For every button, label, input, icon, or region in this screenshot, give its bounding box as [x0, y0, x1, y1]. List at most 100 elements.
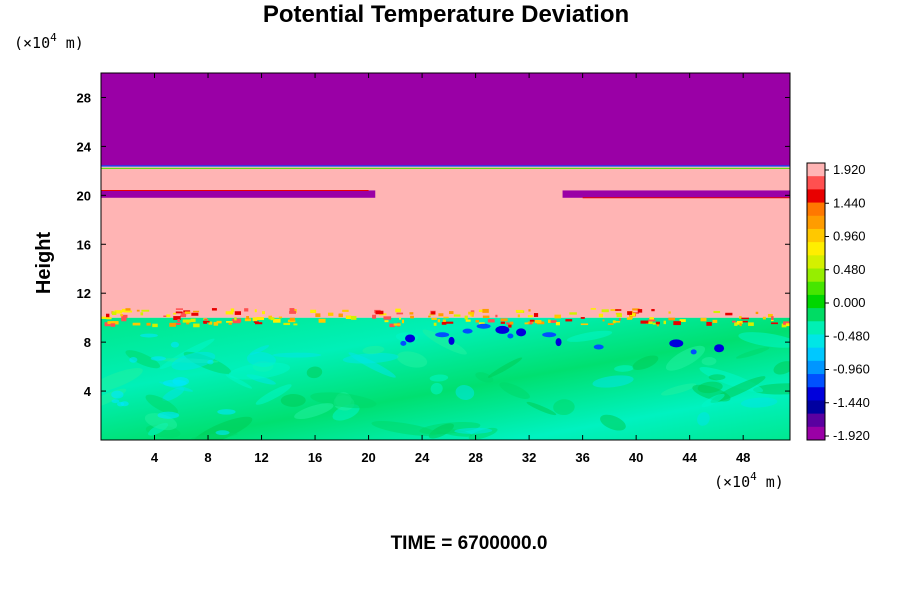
interface-speck [602, 319, 605, 322]
interface-speck [310, 309, 317, 314]
interface-speck [121, 314, 128, 319]
interface-speck [771, 322, 778, 325]
interface-speck [121, 317, 127, 322]
interface-speck [748, 322, 754, 326]
turbulence-filament [111, 399, 120, 404]
interface-speck [500, 321, 505, 324]
colorbar-label: -1.920 [833, 428, 870, 443]
interface-speck [104, 322, 111, 327]
interface-speck [500, 318, 508, 322]
turbulence-swirl [294, 403, 334, 420]
interface-speck [601, 309, 609, 313]
interface-speck [781, 323, 787, 328]
colorbar-label: 0.960 [833, 229, 866, 244]
region-upper-layer [101, 73, 790, 166]
interface-speck [762, 316, 766, 320]
turbulence-swirl [773, 361, 790, 375]
colorbar-swatch [807, 294, 825, 309]
interface-speck [338, 313, 343, 318]
turbulence-swirl [701, 357, 717, 366]
interface-speck [487, 319, 495, 323]
interface-speck [770, 319, 774, 322]
cold-blob [669, 339, 684, 348]
interface-speck [173, 312, 177, 315]
interface-speck [350, 315, 357, 320]
turbulence-swirl [342, 353, 399, 364]
interface-speck [191, 312, 199, 316]
interface-speck [478, 309, 484, 313]
x-tick-label: 44 [682, 450, 697, 465]
region-middle-layer [101, 165, 790, 318]
plot-area [101, 73, 790, 440]
turbulence-swirl [455, 385, 475, 400]
turbulence-swirl [162, 387, 185, 402]
interface-speck [141, 309, 150, 312]
cold-blob [495, 325, 510, 334]
interface-speck [244, 318, 252, 322]
turbulence-filament [207, 359, 214, 365]
interface-speck [442, 319, 446, 324]
interface-speck [712, 319, 718, 323]
cold-blob [476, 323, 491, 329]
turbulence-swirl [736, 347, 770, 359]
time-label: TIME = 6700000.0 [391, 533, 548, 554]
turbulence-swirl [422, 329, 467, 355]
interface-speck [508, 323, 512, 328]
x-tick-label: 24 [415, 450, 430, 465]
interface-speck [105, 313, 110, 318]
cold-blob [405, 334, 416, 343]
interface-speck [202, 320, 210, 323]
turbulence-filament [170, 341, 179, 348]
interface-speck [270, 317, 275, 321]
x-tick-label: 20 [361, 450, 375, 465]
cold-blob [448, 336, 455, 345]
interface-speck [372, 314, 377, 319]
turbulence-filament [162, 379, 187, 387]
interface-speck [226, 321, 233, 323]
x-unit-label: (×104 m) [714, 470, 784, 491]
interface-speck [208, 321, 213, 325]
interface-speck [315, 313, 321, 318]
colorbar: 1.920 1.440 0.960 0.480 0.000 -0.480 -0.960 -1.… [806, 162, 870, 443]
interface-speck [173, 316, 181, 321]
colorbar-swatch [807, 426, 825, 441]
turbulence-swirl [228, 362, 291, 380]
interface-speck [626, 317, 633, 320]
interface-speck [383, 316, 392, 320]
colorbar-swatch [807, 242, 825, 256]
interface-speck [177, 319, 180, 323]
colorbar-swatch [807, 228, 825, 243]
interface-speck [569, 312, 577, 315]
x-tick-label: 8 [204, 450, 211, 465]
interface-speck [741, 320, 748, 323]
interface-speck [106, 317, 112, 320]
interface-speck [554, 314, 561, 319]
turbulence-swirl [738, 332, 790, 348]
turbulence-filament [111, 390, 124, 399]
interface-speck [342, 309, 349, 312]
interface-speck [565, 319, 573, 322]
interface-speck [613, 321, 621, 323]
interface-speck [268, 315, 273, 320]
interface-speck [465, 319, 471, 322]
colorbar-swatch [807, 347, 825, 362]
turbulence-swirl [614, 365, 634, 372]
interface-speck [234, 311, 242, 315]
colorbar-swatch [807, 189, 825, 204]
interface-speck [375, 310, 384, 315]
interface-speck [590, 308, 596, 310]
interface-speck [175, 311, 183, 314]
interface-speck [555, 322, 560, 326]
turbulence-filament [150, 356, 167, 361]
interface-speck [615, 309, 622, 311]
interface-speck [111, 311, 117, 316]
interface-speck [193, 310, 200, 313]
turbulence-filament [215, 430, 230, 436]
interface-speck [656, 322, 659, 327]
interface-speck [475, 320, 480, 323]
interface-speck [448, 311, 454, 315]
colorbar-swatch [807, 387, 825, 401]
turbulence-swirl [396, 351, 428, 368]
interface-speck [731, 320, 736, 323]
cold-blob [435, 332, 450, 338]
